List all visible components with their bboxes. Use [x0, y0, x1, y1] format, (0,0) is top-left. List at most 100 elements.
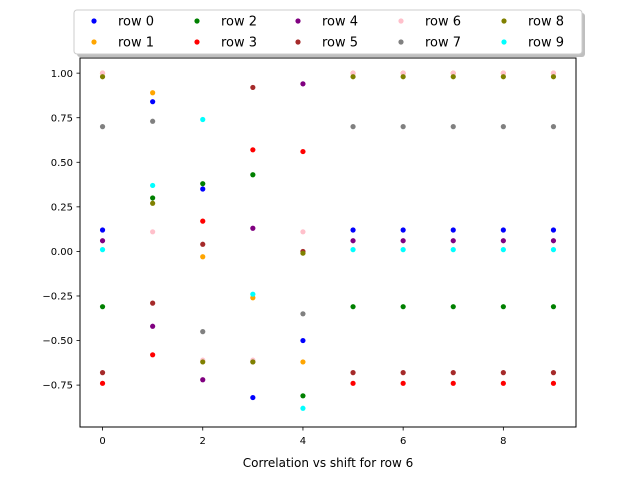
data-point-series-3-x-1: [150, 352, 156, 358]
data-point-series-8-x-7: [450, 74, 456, 80]
series-2: [99, 172, 557, 399]
x-tick-label: 0: [99, 436, 105, 447]
data-point-series-7-x-0: [99, 124, 106, 130]
y-tick-label: −0.25: [42, 292, 73, 303]
series-8: [99, 74, 557, 365]
data-point-series-1-x-1: [150, 90, 156, 96]
data-point-series-3-x-9: [550, 380, 557, 386]
data-point-series-2-x-1: [150, 195, 156, 201]
data-point-series-6-x-5: [350, 70, 356, 76]
legend: row 0 row 1 row 2 row 3 row 4 row 5 row 6 row 7…: [73, 9, 585, 57]
legend-box: [73, 9, 583, 55]
data-point-series-0-x-1: [150, 99, 156, 105]
series-4: [99, 81, 557, 383]
y-tick-label: 1.00: [51, 69, 73, 80]
data-point-series-0-x-9: [550, 227, 557, 233]
series-6: [99, 70, 557, 363]
legend-marker-0: [91, 18, 97, 24]
data-point-series-5-x-5: [350, 370, 356, 376]
data-point-series-8-x-3: [250, 359, 256, 365]
data-point-series-6-x-1: [150, 229, 156, 235]
x-axis-label: Correlation vs shift for row 6: [243, 456, 413, 470]
data-point-series-3-x-7: [450, 380, 456, 386]
data-point-series-3-x-5: [350, 380, 356, 386]
legend-label-4: row 4: [322, 15, 358, 30]
data-point-series-9-x-1: [150, 182, 156, 189]
legend-marker-6: [398, 18, 404, 24]
data-point-series-5-x-2: [200, 241, 206, 247]
data-point-series-0-x-3: [250, 394, 256, 401]
series-1: [99, 70, 557, 365]
y-tick-label: 0.50: [51, 158, 73, 169]
legend-label-3: row 3: [221, 36, 257, 51]
data-point-series-2-x-0: [99, 304, 106, 310]
data-point-series-5-x-9: [550, 370, 557, 376]
data-point-series-3-x-3: [250, 147, 256, 153]
legend-label-2: row 2: [221, 15, 257, 30]
data-point-series-0-x-5: [350, 227, 356, 233]
data-point-series-8-x-9: [550, 74, 557, 80]
x-tick-label: 4: [300, 436, 306, 447]
x-tick-label: 2: [200, 436, 206, 447]
data-point-series-5-x-8: [500, 370, 506, 376]
data-point-series-8-x-0: [99, 74, 106, 80]
legend-label-8: row 8: [528, 15, 564, 30]
data-point-series-2-x-9: [550, 304, 557, 310]
data-point-series-6-x-0: [99, 70, 106, 76]
data-point-series-7-x-5: [350, 124, 356, 130]
x-tick-label: 8: [500, 436, 506, 447]
data-point-series-6-x-8: [500, 70, 506, 76]
data-point-series-1-x-3: [250, 295, 256, 301]
data-point-series-7-x-6: [400, 124, 406, 130]
data-point-series-4-x-8: [500, 238, 506, 244]
legend-marker-8: [501, 18, 507, 24]
data-point-series-9-x-8: [500, 247, 506, 253]
data-point-series-6-x-9: [550, 70, 557, 76]
series-5: [99, 84, 557, 376]
data-point-series-7-x-7: [450, 124, 456, 130]
x-tick-label: 6: [400, 436, 406, 447]
data-point-series-4-x-4: [300, 81, 306, 87]
legend-label-9: row 9: [528, 36, 564, 51]
y-axis-ticks: −0.75 −0.50 −0.25 0.00 0.25 0.50 0.75 1.00: [42, 69, 80, 392]
x-axis-ticks: 0 2 4 6 8: [99, 427, 507, 447]
data-point-series-4-x-3: [250, 225, 256, 231]
legend-marker-9: [501, 39, 507, 45]
legend-marker-5: [295, 39, 301, 45]
data-point-series-0-x-2: [200, 186, 206, 192]
data-point-series-9-x-7: [450, 247, 456, 253]
data-point-series-7-x-9: [550, 124, 557, 130]
data-point-series-2-x-8: [500, 304, 506, 310]
legend-marker-2: [194, 18, 200, 24]
data-point-series-9-x-0: [99, 247, 106, 253]
data-point-series-3-x-6: [400, 380, 406, 386]
data-point-series-8-x-8: [500, 74, 506, 80]
data-point-series-2-x-2: [200, 181, 206, 187]
data-point-series-3-x-8: [500, 380, 506, 386]
data-point-series-3-x-4: [300, 148, 306, 155]
data-point-series-6-x-7: [450, 70, 456, 76]
series-9: [99, 116, 557, 411]
data-point-series-8-x-5: [350, 74, 356, 80]
data-point-series-9-x-3: [250, 291, 256, 297]
data-point-series-8-x-4: [300, 250, 306, 256]
data-point-series-2-x-3: [250, 172, 256, 178]
data-point-series-5-x-0: [99, 370, 106, 376]
data-point-series-6-x-4: [300, 229, 306, 235]
y-tick-label: −0.75: [42, 381, 73, 392]
y-tick-label: 0.25: [51, 202, 73, 213]
legend-label-0: row 0: [118, 15, 154, 30]
data-point-series-0-x-7: [450, 227, 456, 233]
legend-label-5: row 5: [322, 36, 358, 51]
data-point-series-8-x-6: [400, 74, 406, 80]
data-point-series-8-x-1: [150, 200, 156, 206]
data-point-series-9-x-5: [350, 247, 356, 253]
series-7: [99, 118, 557, 365]
data-point-series-0-x-4: [300, 337, 306, 344]
data-point-series-4-x-6: [400, 238, 406, 244]
data-point-series-7-x-8: [500, 124, 506, 130]
data-point-series-0-x-6: [400, 227, 406, 233]
data-point-series-4-x-2: [200, 377, 206, 383]
data-point-series-5-x-3: [250, 84, 256, 91]
